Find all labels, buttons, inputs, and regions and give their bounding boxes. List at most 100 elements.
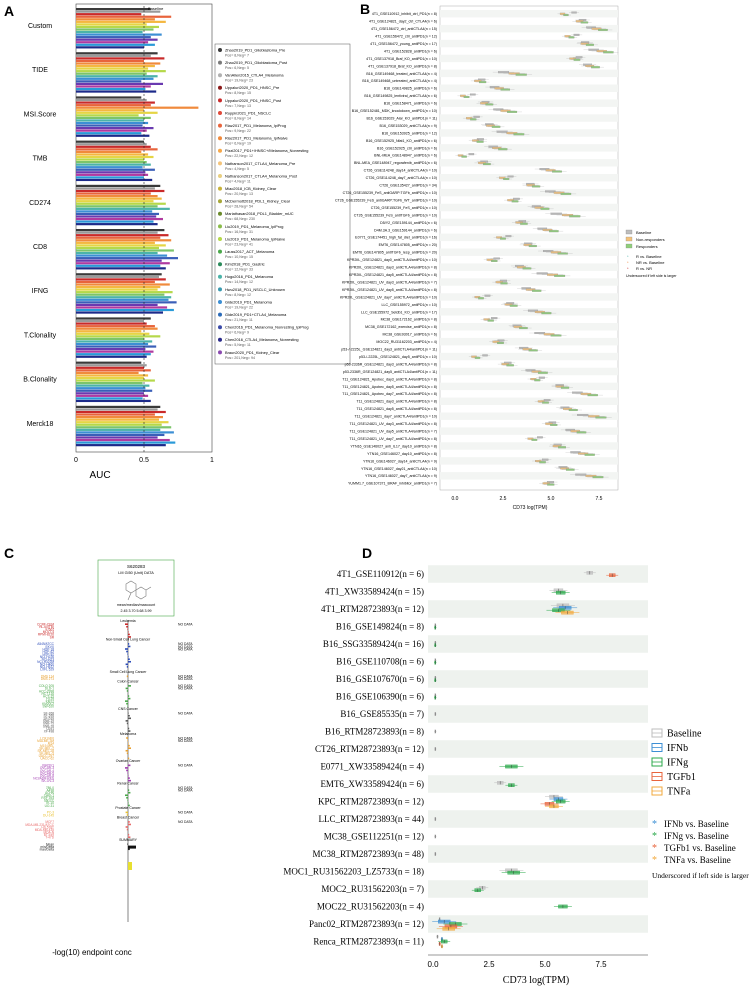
panel-b-row-label: B16_GSE149825_antiPD1(n = 6) (384, 87, 437, 91)
panel-c-bar (125, 826, 128, 828)
panel-c-cell-line: MOLT-4 (43, 630, 55, 634)
panel-a-bars (76, 8, 199, 447)
panel-d-legend-label: TNFa (667, 787, 691, 798)
panel-c-cell-line: NCI-H522 (40, 665, 54, 669)
panel-c-cell-line: 786-0 (46, 786, 54, 790)
panel-c-bar (126, 666, 128, 668)
panel-a-bar (76, 140, 144, 143)
panel-a-legend-swatch (218, 148, 222, 153)
panel-b-row-label: 4T1_GSE156472_ctrl_antiCTLA4(n = 15) (371, 27, 437, 31)
panel-a-legend-swatch (218, 174, 222, 178)
panel-c-bar (127, 705, 128, 708)
panel-b-letter: B (360, 1, 370, 17)
panel-c-cell-line: RXF 393 (41, 796, 54, 800)
panel-b-row-label: T11_GSE124821_Apobec_day3_antiCTLA4/anti… (342, 377, 437, 381)
panel-a-letter: A (4, 3, 14, 19)
panel-a-bar (76, 426, 172, 429)
panel-a-bar (76, 239, 172, 242)
panel-c-cell-line: T-47D (45, 836, 54, 840)
panel-a-bar (76, 231, 158, 234)
panel-b-row-band (440, 203, 618, 212)
panel-c-bar (125, 749, 128, 752)
panel-a-bar (76, 337, 144, 340)
panel-c-letter: C (4, 545, 14, 561)
panel-a-bar (76, 332, 150, 335)
panel-b-row-label: KPR2IIL_GSE124821_day5_antiCTLA4/antiPD1… (349, 273, 437, 277)
panel-b-row-band (440, 323, 618, 331)
panel-a-bar (76, 87, 146, 91)
panel-c-bar (128, 655, 129, 658)
panel-a-bar (76, 244, 166, 247)
panel-b-row-label: D5/Y2_GSE159144_antiPD1(n = 6) (380, 221, 437, 225)
panel-c-cell-line: NCI-H226 (40, 655, 54, 659)
panel-c-bar (128, 744, 130, 747)
panel-a-legend-sub: Pos= 10,Neg= 15 (225, 255, 253, 259)
panel-c-cell-line: MDA-MB-435 (35, 828, 55, 832)
panel-a-legend-label: Chen2016_CTLA4_Melanoma_Nonresting (225, 337, 299, 342)
panel-c-highlight-bar (128, 862, 132, 870)
panel-d-row-band (428, 845, 648, 863)
panel-b-legend-nr-swatch (625, 236, 633, 242)
panel-d-row-label: 4T1_RTM28723893(n = 12) (321, 604, 424, 614)
panel-d-xlabel: CD73 log(TPM) (503, 975, 569, 986)
panel-c-nodata: NO DATA (178, 677, 193, 681)
panel-a-bar (76, 80, 142, 83)
panel-b-row-label: E0771_GSE174451_high_fat_diet_antiPD1(n … (355, 236, 437, 240)
panel-a-bar (76, 124, 143, 127)
panel-a-bar (76, 171, 146, 174)
panel-c-bar (128, 631, 129, 633)
panel-a-bar (76, 382, 143, 385)
panel-a-bar (76, 106, 199, 109)
panel-c-cell-line: OVCAR-4 (40, 769, 54, 773)
panel-c-header-id: S620283 (127, 564, 146, 569)
panel-b-row-label: B16_GSE149468_treated_antiCTLA4(n = 4) (366, 72, 437, 76)
panel-a-bar (76, 38, 158, 41)
panel-c-bar (126, 675, 128, 678)
panel-c-cell-line: DLD-1 (45, 687, 54, 691)
panel-a-legend-sub: Pos= 12,Neg= 33 (225, 268, 253, 272)
panel-c-bar (125, 700, 128, 702)
panel-d-row-label: B16_GSE149824(n = 8) (336, 622, 424, 632)
panel-a-bar (76, 317, 151, 320)
panel-b-row-band (440, 397, 618, 406)
panel-b-row-label: CT26_GSE155239_FeS_antiTGFb_antiPD1(n = … (354, 213, 437, 217)
panel-c-molecule-icon (125, 580, 152, 601)
panel-d-row-label: B16_GSE110708(n = 6) (336, 657, 424, 667)
panel-c-cell-line: OVCAR-5 (40, 771, 54, 775)
panel-a-legend-sub: Pos= 6,Neg= 5 (225, 66, 249, 70)
panel-a-bar (76, 41, 149, 44)
panel-a-bar (76, 278, 166, 281)
panel-a-legend-swatch (218, 60, 222, 65)
panel-c-cell-line: UACC-257 (39, 754, 55, 758)
panel-c-bar (128, 645, 131, 648)
panel-a-legend-swatch (218, 186, 222, 191)
panel-a-bar (76, 423, 162, 426)
panel-a-bar (76, 387, 146, 390)
panel-b-row-label: KPR2IIL_GSE124821_UV_day7_antiCTLA4/anti… (340, 295, 437, 299)
panel-a-bar (76, 421, 169, 424)
panel-b-row-band (440, 159, 618, 167)
panel-a-legend-sub: Pos= 28,Neg= 54 (225, 205, 253, 209)
panel-a-bar (76, 132, 142, 135)
panel-b-row-label: B16_GSE152925_Nfat1_KO_antiPD1(n = 6) (366, 139, 437, 143)
panel-c-cell-line: Mean (46, 842, 54, 846)
panel-a-bar (76, 143, 147, 146)
panel-c-cell-line: HS 578T (41, 825, 54, 829)
panel-b-row-label: MC38_GSE172162_antiPD1(n = 8) (381, 318, 437, 322)
panel-d-row-band (428, 810, 648, 828)
panel-a-legend-sub: Pos= 201,Neg= 94 (225, 356, 255, 360)
panel-b-tick-75: 7.5 (596, 496, 603, 502)
panel-a-bar (76, 163, 151, 166)
panel-a-bar (76, 433, 165, 437)
panel-c-cell-line: SNB-78 (43, 724, 54, 728)
panel-a-bar (76, 114, 139, 117)
panel-c-cell-line: SNB-75 (43, 722, 54, 726)
panel-c-cell-line: NCI-H322M (37, 660, 54, 664)
panel-c-bar (128, 848, 130, 851)
panel-a-group-label: B.Clonality (23, 377, 57, 384)
panel-c-cell-line: RPMI-8226 (38, 633, 54, 637)
panel-a-bar (76, 436, 158, 439)
panel-c-bar (128, 697, 131, 700)
panel-a-bar (76, 394, 149, 397)
